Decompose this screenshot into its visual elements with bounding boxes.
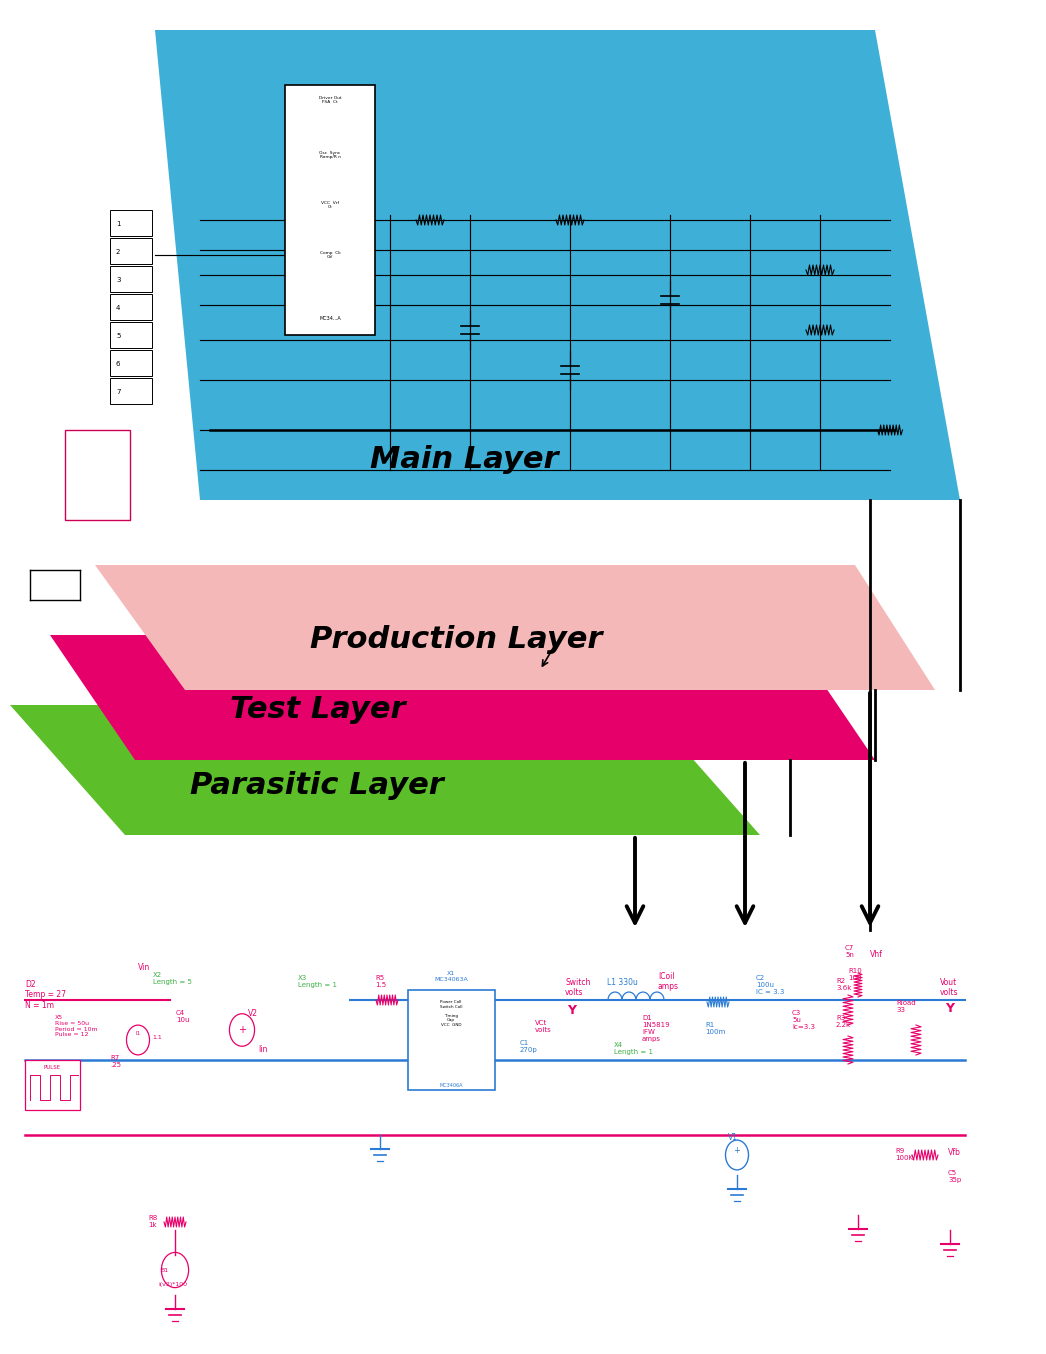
- Text: +: +: [733, 1147, 741, 1155]
- Text: 3: 3: [116, 278, 120, 283]
- Polygon shape: [110, 349, 152, 376]
- Polygon shape: [10, 705, 760, 835]
- Text: Parasitic Layer: Parasitic Layer: [190, 770, 444, 799]
- Text: Comp  Ck
GV: Comp Ck GV: [320, 250, 340, 260]
- Text: B1: B1: [160, 1267, 168, 1273]
- Polygon shape: [110, 378, 152, 403]
- Text: i(v2)*100: i(v2)*100: [158, 1282, 187, 1288]
- Text: Vout
volts: Vout volts: [940, 978, 958, 998]
- Text: +: +: [238, 1025, 246, 1034]
- Text: C3
5u
Ic=3.3: C3 5u Ic=3.3: [792, 1010, 815, 1030]
- Text: C7
5n: C7 5n: [845, 945, 855, 959]
- Text: 4: 4: [116, 305, 120, 311]
- Text: Switch
volts: Switch volts: [565, 978, 590, 998]
- Text: C1
270p: C1 270p: [520, 1040, 538, 1053]
- Polygon shape: [65, 431, 130, 520]
- Polygon shape: [408, 990, 495, 1090]
- Text: X2
Length = 5: X2 Length = 5: [153, 972, 191, 984]
- Text: C4
10u: C4 10u: [176, 1010, 189, 1024]
- Text: R1
100m: R1 100m: [705, 1022, 725, 1034]
- Polygon shape: [285, 85, 376, 334]
- Text: X5
Rise = 50u
Period = 10m
Pulse = 12: X5 Rise = 50u Period = 10m Pulse = 12: [55, 1016, 97, 1037]
- Text: 5: 5: [116, 333, 120, 338]
- Text: D2
Temp = 27
N = 1m: D2 Temp = 27 N = 1m: [25, 980, 66, 1010]
- Text: Driver Out
FSA  Ct: Driver Out FSA Ct: [319, 96, 341, 104]
- Polygon shape: [50, 635, 876, 760]
- Polygon shape: [25, 1060, 79, 1110]
- Text: R5
1.5: R5 1.5: [376, 975, 386, 988]
- Text: 6: 6: [116, 362, 120, 367]
- Text: C2
100u
IC = 3.3: C2 100u IC = 3.3: [756, 975, 784, 995]
- Text: Rload
33: Rload 33: [896, 1001, 915, 1013]
- Text: R9
100K: R9 100K: [895, 1148, 913, 1160]
- Circle shape: [726, 1140, 749, 1170]
- Text: Power Coll
Switch Coll

Timing
Cap
VCC  GND: Power Coll Switch Coll Timing Cap VCC GN…: [439, 1001, 462, 1026]
- Polygon shape: [110, 210, 152, 236]
- Text: VCC  Vrf
Ct: VCC Vrf Ct: [321, 200, 339, 210]
- Polygon shape: [110, 322, 152, 348]
- Text: MC34...A: MC34...A: [319, 315, 341, 321]
- Text: R8
1k: R8 1k: [147, 1215, 157, 1228]
- Text: V2: V2: [248, 1009, 258, 1018]
- Text: ICoil
amps: ICoil amps: [658, 972, 679, 991]
- Text: MC3406A: MC3406A: [439, 1083, 462, 1089]
- Text: 2: 2: [116, 249, 120, 255]
- Text: Main Layer: Main Layer: [370, 445, 559, 474]
- Polygon shape: [110, 238, 152, 264]
- Text: R10
100: R10 100: [848, 968, 862, 982]
- Circle shape: [127, 1025, 150, 1055]
- Polygon shape: [110, 294, 152, 320]
- Text: Test Layer: Test Layer: [230, 696, 406, 724]
- Text: R2
3.6k: R2 3.6k: [836, 978, 851, 991]
- Text: Vin: Vin: [138, 963, 151, 972]
- Text: V1: V1: [728, 1133, 738, 1141]
- Polygon shape: [95, 565, 935, 691]
- Text: L1 330u: L1 330u: [607, 978, 638, 987]
- Text: X4
Length = 1: X4 Length = 1: [614, 1043, 653, 1055]
- Polygon shape: [155, 30, 960, 500]
- Text: R7
.25: R7 .25: [110, 1055, 121, 1068]
- Text: Vhf: Vhf: [870, 951, 883, 959]
- Text: PULSE: PULSE: [44, 1066, 61, 1070]
- Text: R3
2.2k: R3 2.2k: [836, 1016, 851, 1028]
- Text: Vfb: Vfb: [948, 1148, 961, 1158]
- Text: Y: Y: [568, 1003, 576, 1017]
- Text: D1
1N5819
IFW
amps: D1 1N5819 IFW amps: [642, 1016, 669, 1043]
- Text: Osc  Sync
Ramp/R n: Osc Sync Ramp/R n: [319, 150, 341, 160]
- Text: Iin: Iin: [258, 1045, 268, 1053]
- Text: 1: 1: [116, 221, 120, 227]
- Text: Production Layer: Production Layer: [310, 626, 602, 654]
- Text: X1
MC34063A: X1 MC34063A: [434, 971, 468, 982]
- Text: 1.1: 1.1: [152, 1034, 162, 1040]
- Polygon shape: [110, 265, 152, 292]
- Text: X3
Length = 1: X3 Length = 1: [298, 975, 337, 988]
- Text: VCt
volts: VCt volts: [535, 1020, 551, 1033]
- Circle shape: [229, 1014, 254, 1047]
- Text: Y: Y: [946, 1002, 955, 1014]
- Circle shape: [161, 1252, 188, 1288]
- Text: I1: I1: [135, 1030, 140, 1036]
- Text: 7: 7: [116, 389, 120, 395]
- Text: C5
35p: C5 35p: [948, 1170, 961, 1183]
